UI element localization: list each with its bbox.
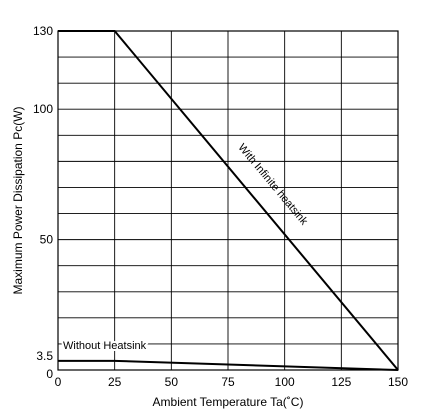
y-tick-label: 130 [33, 24, 53, 38]
grid-lines [57, 30, 399, 371]
x-tick-label: 75 [221, 375, 235, 389]
y-tick-label: 3.5 [36, 349, 53, 363]
series-label-without-heatsink: Without Heatsink [63, 340, 147, 352]
x-tick-label: 100 [275, 375, 295, 389]
y-axis-label: Maximum Power Dissipation Pc(W) [11, 106, 25, 294]
x-tick-label: 150 [388, 375, 408, 389]
series-line-with-infinite-heatsink [58, 30, 399, 371]
series-line-without-heatsink [58, 359, 399, 371]
x-axis-label: Ambient Temperature Ta(˚C) [153, 395, 304, 409]
x-tick-label: 125 [331, 375, 351, 389]
series-layer [58, 30, 399, 371]
y-tick-label: 100 [33, 102, 53, 116]
x-tick-label: 0 [55, 375, 62, 389]
y-tick-label: 0 [46, 367, 53, 381]
y-tick-labels: 0 3.5 50 100 130 [33, 24, 53, 381]
x-tick-label: 50 [165, 375, 179, 389]
series-label-with-infinite-heatsink: With Infinite heatsink [235, 142, 310, 228]
plot-frame [57, 30, 399, 371]
x-tick-label: 25 [108, 375, 122, 389]
x-tick-labels: 0 25 50 75 100 125 150 [55, 375, 409, 389]
y-tick-label: 50 [40, 233, 54, 247]
